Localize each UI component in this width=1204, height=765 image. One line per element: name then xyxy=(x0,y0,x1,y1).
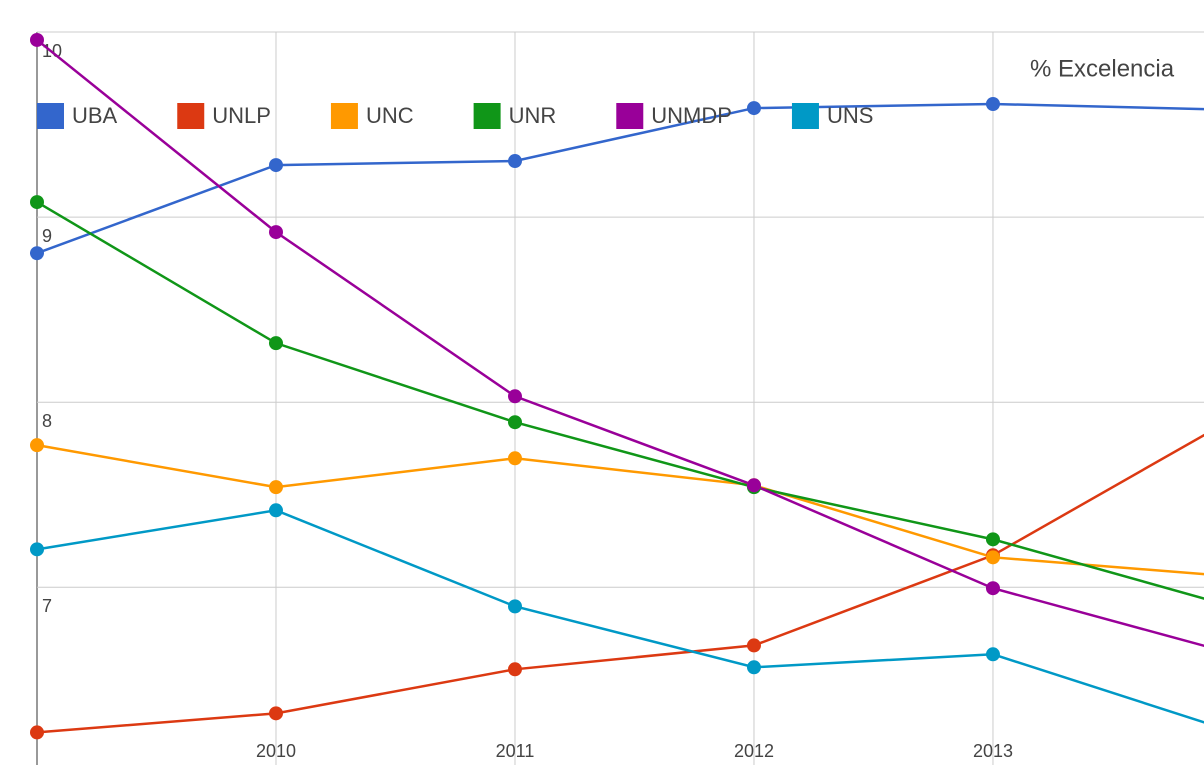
series-line xyxy=(36,38,1204,648)
data-point xyxy=(746,478,761,493)
data-point xyxy=(30,725,44,740)
y-tick-label: 8 xyxy=(42,411,52,431)
data-point xyxy=(507,451,522,466)
series-line xyxy=(36,509,1204,724)
data-point xyxy=(30,195,44,210)
series-line xyxy=(36,102,1204,255)
plot xyxy=(30,32,1204,740)
legend-swatch xyxy=(791,103,819,129)
data-point xyxy=(985,647,1000,662)
data-point xyxy=(268,480,283,495)
data-point xyxy=(746,660,761,675)
legend-label: UNC xyxy=(366,103,414,128)
data-point xyxy=(268,225,283,240)
legend-swatch xyxy=(473,103,501,129)
data-point xyxy=(507,154,522,169)
legend-swatch xyxy=(330,103,358,129)
series-line xyxy=(36,443,1204,576)
x-tick-label: 2010 xyxy=(256,741,296,761)
series-line xyxy=(36,433,1204,734)
y-tick-label: 7 xyxy=(42,596,52,616)
legend-swatch xyxy=(616,103,644,129)
data-point xyxy=(268,336,283,351)
data-point xyxy=(507,599,522,614)
data-point xyxy=(985,97,1000,112)
data-point xyxy=(985,550,1000,565)
data-point xyxy=(30,32,44,47)
x-tick-label: 2013 xyxy=(973,741,1013,761)
data-point xyxy=(268,706,283,721)
data-point xyxy=(268,158,283,173)
chart-title: % Excelencia xyxy=(1030,55,1175,82)
series-line xyxy=(36,201,1204,600)
data-point xyxy=(507,415,522,430)
data-point xyxy=(30,246,44,261)
legend-label: UNR xyxy=(509,103,557,128)
data-point xyxy=(30,438,44,453)
legend-swatch xyxy=(177,103,205,129)
data-point xyxy=(507,389,522,404)
y-tick-label: 9 xyxy=(42,226,52,246)
legend-label: UBA xyxy=(72,103,118,128)
x-tick-label: 2011 xyxy=(496,741,535,761)
data-point xyxy=(746,101,761,116)
data-point xyxy=(985,581,1000,596)
data-point xyxy=(268,503,283,518)
legend: UBA UNLP UNC UNR UNMDP UNS xyxy=(37,103,873,129)
data-point xyxy=(746,638,761,653)
legend-label: UNMDP xyxy=(651,103,732,128)
x-tick-label: 2012 xyxy=(734,741,774,761)
legend-label: UNS xyxy=(827,103,873,128)
data-point xyxy=(507,662,522,677)
data-point xyxy=(30,542,44,557)
data-point xyxy=(985,532,1000,547)
legend-label: UNLP xyxy=(212,103,271,128)
legend-swatch xyxy=(37,103,64,129)
